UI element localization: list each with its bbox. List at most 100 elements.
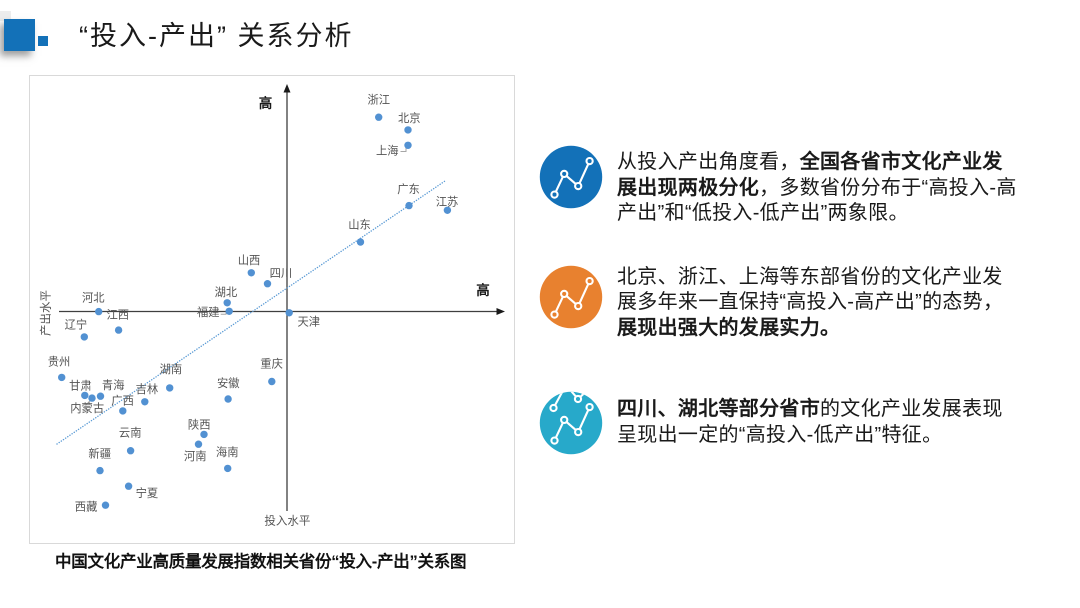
y-axis-high-label: 高	[259, 95, 273, 111]
bullet-text-segment: 的文化产业发展表现	[820, 398, 1003, 421]
data-point	[88, 394, 96, 402]
title-decoration-blue-square	[4, 19, 35, 51]
bullet-text-line: 呈现出一定的“高投入-低产出”特征。	[617, 423, 1027, 448]
data-point	[443, 206, 452, 214]
data-point	[223, 299, 231, 307]
data-point-label: 重庆	[260, 357, 283, 371]
y-axis-title: 产出水平	[39, 290, 53, 336]
data-point-label: 内蒙古	[70, 401, 104, 415]
line-chart-icon	[539, 265, 603, 329]
data-point-label: 云南	[119, 427, 142, 440]
bullet-text: 四川、湖北等部分省市的文化产业发展表现 呈现出一定的“高投入-低产出”特征。	[617, 397, 1027, 448]
data-point	[200, 430, 208, 439]
data-point-label: 辽宁	[65, 317, 88, 331]
data-point-label: 吉林	[136, 382, 159, 396]
title-decoration-small-blue-square	[38, 36, 48, 46]
bullet-text-line: 展多年来一直保持“高投入-高产出”的态势，	[617, 290, 1027, 315]
data-point-label: 山东	[348, 219, 371, 232]
data-point	[80, 333, 89, 341]
data-point-label: 广东	[397, 183, 420, 196]
icon-line-chart-glyph	[550, 156, 594, 199]
data-point	[126, 447, 135, 455]
bullet-text-segment: 呈现出一定的“高投入-低产出”特征。	[617, 423, 943, 446]
data-point	[224, 464, 232, 473]
bullet-text-segment: 展现出强大的发展实力。	[617, 316, 841, 339]
icon-circle-background	[539, 145, 603, 209]
data-point-label: 甘肃	[69, 380, 92, 393]
data-point-label: 海南	[216, 445, 239, 459]
data-point	[247, 269, 255, 277]
icon-circle-background	[539, 265, 603, 329]
icon-line-chart-glyph	[550, 276, 594, 319]
point-leader-line	[400, 147, 407, 152]
chart-caption: 中国文化产业高质量发展指数相关省份“投入-产出”关系图	[55, 553, 467, 571]
data-point-label: 西藏	[75, 501, 98, 514]
chart-panel	[29, 75, 515, 544]
bullet-text-segment: 北京、浙江、上海等东部省份的文化产业发	[617, 266, 1003, 288]
data-point-label: 陕西	[188, 418, 211, 432]
bullet-text-segment: 展出现两极分化	[617, 176, 760, 199]
data-point-label: 湖北	[215, 285, 238, 299]
data-point-label: 天津	[297, 316, 320, 329]
bullet-text-segment: 产出”和“低投入-低产出”两象限。	[617, 201, 909, 224]
y-axis-arrow-icon	[283, 84, 291, 93]
bullet-text-segment: 从投入产出角度看，	[617, 151, 800, 174]
data-point-label: 宁夏	[136, 486, 159, 500]
data-point	[263, 280, 272, 288]
icon-line-chart-glyph	[549, 391, 594, 445]
point-leader-line	[220, 312, 227, 315]
bullet-text-segment: ，多数省份分布于“高投入-高	[759, 176, 1017, 199]
data-point	[404, 141, 412, 149]
data-point-label: 江苏	[436, 195, 459, 208]
data-point-label: 新疆	[88, 446, 111, 460]
data-point	[81, 391, 89, 400]
data-point-label: 江西	[106, 308, 129, 321]
data-point-label: 河南	[184, 450, 207, 463]
data-point-label: 贵州	[48, 356, 71, 369]
line-chart-icon	[539, 145, 603, 209]
data-point	[268, 377, 276, 386]
data-point	[58, 373, 66, 382]
point-leader-line	[85, 399, 91, 406]
data-point	[285, 309, 293, 317]
data-point	[356, 238, 365, 246]
data-point	[124, 482, 133, 490]
bullet-text-line: 四川、湖北等部分省市的文化产业发展表现	[617, 397, 1027, 422]
x-axis-high-label: 高	[476, 282, 490, 298]
trend-line	[56, 180, 446, 445]
line-chart-double-icon	[539, 391, 603, 455]
data-point	[101, 501, 110, 509]
x-axis-arrow-icon	[496, 308, 505, 315]
bullet-text-line: 产出”和“低投入-低产出”两象限。	[617, 201, 1027, 226]
data-point	[96, 392, 105, 400]
data-point-label: 广西	[111, 395, 134, 408]
data-point	[119, 407, 127, 415]
data-point-label: 上海	[376, 144, 399, 158]
data-point-label: 福建	[197, 305, 220, 319]
data-point-label: 湖南	[160, 362, 183, 376]
data-point-label: 山西	[238, 254, 261, 267]
data-point	[375, 113, 383, 121]
data-point	[224, 395, 232, 403]
data-point	[404, 126, 412, 134]
page-title: “投入-产出” 关系分析	[79, 21, 354, 51]
bullet-text-line: 展出现两极分化，多数省份分布于“高投入-高	[617, 176, 1027, 201]
data-point-label: 北京	[398, 111, 421, 125]
bullet-text: 从投入产出角度看，全国各省市文化产业发 展出现两极分化，多数省份分布于“高投入-高…	[617, 150, 1027, 226]
title-decoration-gray-square	[0, 11, 11, 21]
data-point-label: 四川	[270, 268, 293, 280]
bullet-text-segment: 四川、湖北等部分省市	[617, 398, 820, 421]
bullet-text: 北京、浙江、上海等东部省份的文化产业发 展多年来一直保持“高投入-高产出”的态势，…	[617, 265, 1027, 341]
data-point	[114, 326, 123, 334]
bullet-text-line: 北京、浙江、上海等东部省份的文化产业发	[617, 265, 1027, 290]
data-point-label: 青海	[102, 378, 125, 392]
data-point	[95, 307, 103, 316]
bullet-text-line: 展现出强大的发展实力。	[617, 316, 1027, 341]
data-point-label: 河北	[82, 291, 105, 304]
icon-circle-background	[539, 391, 603, 455]
data-point-label: 浙江	[367, 94, 390, 107]
x-axis-title: 投入水平	[264, 514, 310, 528]
data-point-label: 安徽	[217, 376, 240, 390]
